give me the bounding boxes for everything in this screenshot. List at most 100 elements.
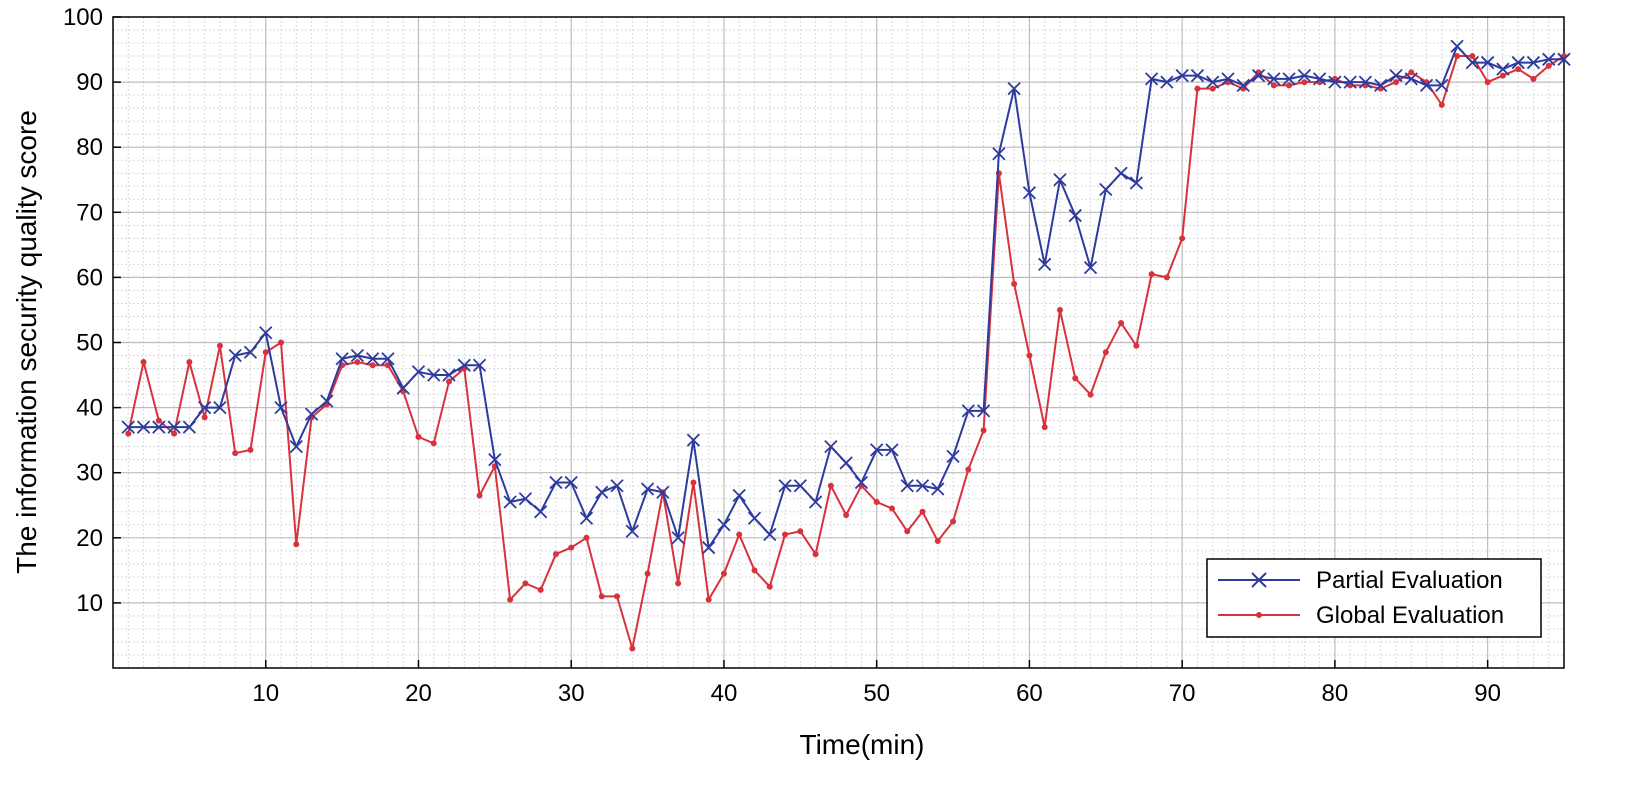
x-tick-label: 40 xyxy=(711,680,738,707)
y-axis-ticks: 10 20 30 40 50 60 70 80 90 100 xyxy=(63,4,121,617)
data-point-partial-evaluation xyxy=(1496,62,1510,76)
data-point-partial-evaluation xyxy=(1236,78,1250,92)
data-point-global-evaluation xyxy=(904,528,911,535)
data-point-partial-evaluation xyxy=(503,495,517,509)
data-point-global-evaluation xyxy=(934,538,941,545)
data-point-global-evaluation xyxy=(598,593,605,600)
legend-marker-global xyxy=(1256,612,1262,618)
data-point-partial-evaluation xyxy=(1328,75,1342,89)
data-point-partial-evaluation xyxy=(304,407,319,421)
data-point-global-evaluation xyxy=(1179,235,1186,242)
data-point-partial-evaluation xyxy=(136,420,151,434)
data-point-global-evaluation xyxy=(1133,342,1140,349)
data-point-partial-evaluation xyxy=(1083,260,1098,275)
data-point-partial-evaluation xyxy=(1312,72,1327,86)
x-tick-label: 10 xyxy=(252,680,279,707)
data-point-partial-evaluation xyxy=(1419,78,1434,92)
data-point-partial-evaluation xyxy=(1068,208,1082,223)
data-point-partial-evaluation xyxy=(1557,52,1571,66)
data-point-global-evaluation xyxy=(507,596,514,603)
y-tick-label: 90 xyxy=(76,69,103,96)
data-point-global-evaluation xyxy=(1286,82,1293,89)
data-point-partial-evaluation xyxy=(625,524,639,538)
data-point-partial-evaluation xyxy=(381,352,395,366)
data-point-partial-evaluation xyxy=(1358,75,1373,89)
data-point-partial-evaluation xyxy=(610,479,624,493)
data-point-global-evaluation xyxy=(552,551,559,558)
data-point-partial-evaluation xyxy=(1374,78,1388,92)
data-point-global-evaluation xyxy=(415,433,422,440)
data-point-partial-evaluation xyxy=(1480,55,1495,70)
data-point-global-evaluation xyxy=(125,430,132,437)
data-point-global-evaluation xyxy=(965,466,972,473)
data-point-global-evaluation xyxy=(980,427,987,434)
data-point-partial-evaluation xyxy=(1129,176,1143,190)
y-tick-label: 70 xyxy=(76,199,103,226)
data-point-partial-evaluation xyxy=(763,527,777,542)
data-point-global-evaluation xyxy=(140,359,147,366)
data-point-partial-evaluation xyxy=(854,475,869,490)
data-point-global-evaluation xyxy=(430,440,437,447)
legend-label-partial: Partial Evaluation xyxy=(1316,567,1503,594)
data-point-global-evaluation xyxy=(1392,79,1399,86)
data-point-partial-evaluation xyxy=(686,433,701,447)
data-point-global-evaluation xyxy=(1041,424,1048,431)
y-tick-label: 30 xyxy=(76,460,103,487)
legend: Partial Evaluation Global Evaluation xyxy=(1206,558,1542,638)
series-group xyxy=(121,39,1571,652)
data-point-partial-evaluation xyxy=(793,479,807,493)
data-point-global-evaluation xyxy=(354,359,361,366)
data-point-partial-evaluation xyxy=(1542,52,1556,66)
data-point-global-evaluation xyxy=(827,482,834,489)
data-point-partial-evaluation xyxy=(1435,78,1449,92)
y-tick-label: 50 xyxy=(76,330,103,357)
data-point-global-evaluation xyxy=(1087,391,1094,398)
data-point-partial-evaluation xyxy=(656,485,670,499)
data-point-global-evaluation xyxy=(568,544,575,551)
data-point-global-evaluation xyxy=(950,518,957,525)
data-point-global-evaluation xyxy=(537,586,544,593)
data-point-partial-evaluation xyxy=(778,479,792,493)
data-point-global-evaluation xyxy=(1072,375,1079,382)
data-point-global-evaluation xyxy=(766,583,773,590)
y-tick-label: 60 xyxy=(76,264,103,291)
data-point-global-evaluation xyxy=(690,479,697,486)
data-point-global-evaluation xyxy=(919,508,926,515)
data-point-partial-evaluation xyxy=(518,492,533,506)
data-point-global-evaluation xyxy=(1056,306,1063,313)
data-point-global-evaluation xyxy=(1011,280,1018,287)
y-tick-label: 80 xyxy=(76,134,103,161)
data-point-partial-evaluation xyxy=(1175,68,1189,83)
data-point-global-evaluation xyxy=(675,580,682,587)
series-partial-evaluation xyxy=(121,39,1571,555)
data-point-partial-evaluation xyxy=(1267,72,1281,86)
data-point-global-evaluation xyxy=(1301,79,1308,86)
data-point-partial-evaluation xyxy=(839,456,853,470)
data-point-global-evaluation xyxy=(1102,349,1109,356)
data-point-partial-evaluation xyxy=(824,440,838,454)
data-point-global-evaluation xyxy=(1118,319,1125,326)
data-point-partial-evaluation xyxy=(808,495,823,509)
data-point-partial-evaluation xyxy=(1251,68,1266,83)
data-point-global-evaluation xyxy=(1270,82,1277,89)
data-point-partial-evaluation xyxy=(702,540,716,555)
data-point-global-evaluation xyxy=(644,570,651,577)
data-point-global-evaluation xyxy=(262,349,269,356)
data-point-partial-evaluation xyxy=(259,326,273,340)
data-point-partial-evaluation xyxy=(350,348,365,363)
x-tick-label: 70 xyxy=(1169,680,1196,707)
data-point-global-evaluation xyxy=(1499,72,1506,79)
x-tick-label: 30 xyxy=(558,680,585,707)
data-point-global-evaluation xyxy=(1209,85,1216,92)
data-point-partial-evaluation xyxy=(1389,68,1403,83)
data-point-partial-evaluation xyxy=(1053,173,1067,187)
data-point-partial-evaluation xyxy=(1221,72,1235,86)
data-point-partial-evaluation xyxy=(1099,182,1113,197)
data-point-partial-evaluation xyxy=(717,518,731,532)
y-tick-label: 20 xyxy=(76,525,103,552)
data-point-global-evaluation xyxy=(1530,75,1537,82)
data-point-partial-evaluation xyxy=(167,420,181,434)
data-point-global-evaluation xyxy=(736,531,743,538)
